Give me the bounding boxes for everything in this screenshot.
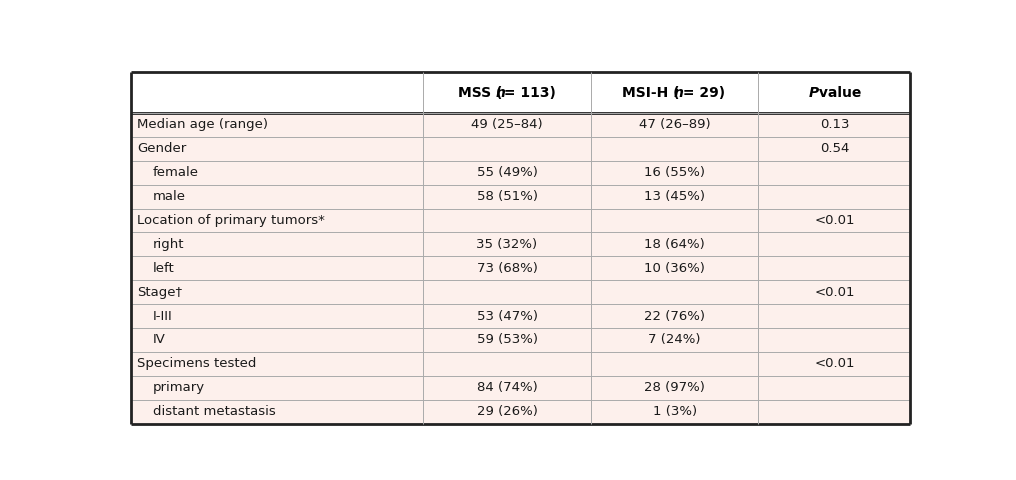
Text: <0.01: <0.01 bbox=[814, 357, 854, 370]
Bar bbox=[131, 137, 910, 161]
Text: 22 (76%): 22 (76%) bbox=[644, 310, 705, 323]
Bar bbox=[131, 113, 910, 137]
Text: 7 (24%): 7 (24%) bbox=[648, 334, 701, 347]
Text: right: right bbox=[153, 238, 185, 251]
Text: Gender: Gender bbox=[137, 143, 187, 156]
Text: 18 (64%): 18 (64%) bbox=[644, 238, 705, 251]
Text: = 113): = 113) bbox=[499, 86, 556, 100]
Text: MSI-H (: MSI-H ( bbox=[623, 86, 680, 100]
Text: 10 (36%): 10 (36%) bbox=[644, 262, 705, 275]
Text: 0.13: 0.13 bbox=[820, 119, 849, 132]
Text: 28 (97%): 28 (97%) bbox=[644, 381, 705, 394]
Text: Location of primary tumors*: Location of primary tumors* bbox=[137, 214, 325, 227]
Bar bbox=[131, 352, 910, 376]
Text: 53 (47%): 53 (47%) bbox=[477, 310, 537, 323]
Text: Median age (range): Median age (range) bbox=[137, 119, 268, 132]
Text: distant metastasis: distant metastasis bbox=[153, 405, 275, 418]
Bar bbox=[131, 161, 910, 185]
Text: I-III: I-III bbox=[153, 310, 173, 323]
Text: n: n bbox=[496, 86, 505, 100]
Bar bbox=[131, 328, 910, 352]
Text: female: female bbox=[153, 166, 199, 179]
Text: <0.01: <0.01 bbox=[814, 214, 854, 227]
Text: 0.54: 0.54 bbox=[820, 143, 849, 156]
Text: 13 (45%): 13 (45%) bbox=[644, 190, 705, 203]
Text: 59 (53%): 59 (53%) bbox=[477, 334, 537, 347]
Text: male: male bbox=[153, 190, 186, 203]
Text: value: value bbox=[814, 86, 862, 100]
Bar bbox=[131, 209, 910, 232]
Text: <0.01: <0.01 bbox=[814, 286, 854, 299]
Bar bbox=[131, 304, 910, 328]
Text: 29 (26%): 29 (26%) bbox=[477, 405, 537, 418]
Text: 47 (26–89): 47 (26–89) bbox=[639, 119, 710, 132]
Text: 84 (74%): 84 (74%) bbox=[477, 381, 537, 394]
Text: IV: IV bbox=[153, 334, 166, 347]
Text: = 29): = 29) bbox=[678, 86, 725, 100]
Bar bbox=[131, 400, 910, 423]
Text: primary: primary bbox=[153, 381, 205, 394]
Text: 35 (32%): 35 (32%) bbox=[477, 238, 537, 251]
Bar bbox=[131, 232, 910, 256]
Text: 73 (68%): 73 (68%) bbox=[477, 262, 537, 275]
Text: n: n bbox=[673, 86, 683, 100]
Bar bbox=[131, 376, 910, 400]
Bar bbox=[131, 256, 910, 280]
Text: 16 (55%): 16 (55%) bbox=[644, 166, 705, 179]
Text: 1 (3%): 1 (3%) bbox=[652, 405, 697, 418]
Text: 49 (25–84): 49 (25–84) bbox=[471, 119, 543, 132]
Text: left: left bbox=[153, 262, 175, 275]
Text: 55 (49%): 55 (49%) bbox=[477, 166, 537, 179]
Text: P: P bbox=[809, 86, 819, 100]
Text: Specimens tested: Specimens tested bbox=[137, 357, 257, 370]
Text: 58 (51%): 58 (51%) bbox=[477, 190, 537, 203]
Text: Stage†: Stage† bbox=[137, 286, 182, 299]
Bar bbox=[131, 72, 910, 113]
Bar bbox=[131, 280, 910, 304]
Bar bbox=[131, 185, 910, 209]
Text: MSS (: MSS ( bbox=[458, 86, 502, 100]
